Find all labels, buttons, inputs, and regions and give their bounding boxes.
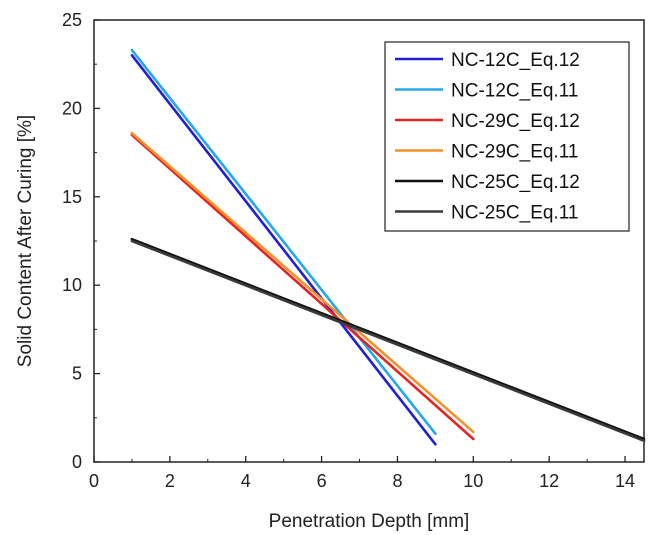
x-tick-label: 0 [89, 471, 99, 491]
series-line-2 [130, 133, 475, 441]
y-tick-label: 25 [62, 10, 82, 30]
series-line-5 [130, 239, 646, 443]
y-axis: 0 5 10 15 20 25 [62, 10, 100, 472]
x-tick-label: 8 [392, 471, 402, 491]
legend: NC-12C_Eq.12 NC-12C_Eq.11 NC-29C_Eq.12 NC-2… [384, 41, 630, 232]
x-tick-label: 12 [539, 471, 559, 491]
series-line-4 [130, 237, 646, 441]
legend-label: NC-29C_Eq.12 [451, 111, 580, 132]
x-tick-label: 6 [317, 471, 327, 491]
series-line-1 [130, 48, 437, 436]
series-line-3 [130, 131, 475, 434]
y-tick-label: 0 [72, 452, 82, 472]
y-tick-label: 10 [62, 275, 82, 295]
legend-label: NC-25C_Eq.12 [451, 172, 580, 193]
x-axis: 0 2 4 6 8 10 12 14 [89, 456, 635, 491]
y-tick-label: 5 [72, 364, 82, 384]
series-lines [130, 48, 646, 446]
legend-box [384, 41, 630, 232]
y-tick-label: 20 [62, 98, 82, 118]
legend-label: NC-25C_Eq.11 [451, 203, 578, 224]
series-line-0 [130, 54, 437, 446]
x-axis-title: Penetration Depth [mm] [269, 511, 470, 532]
x-tick-label: 2 [165, 471, 175, 491]
y-axis-title: Solid Content After Curing [%] [15, 115, 36, 367]
x-tick-label: 10 [463, 471, 483, 491]
legend-label: NC-12C_Eq.12 [451, 50, 580, 71]
x-tick-label: 4 [241, 471, 251, 491]
legend-label: NC-29C_Eq.11 [451, 142, 578, 163]
legend-label: NC-12C_Eq.11 [451, 81, 578, 102]
y-tick-label: 15 [62, 187, 82, 207]
x-tick-label: 14 [615, 471, 635, 491]
